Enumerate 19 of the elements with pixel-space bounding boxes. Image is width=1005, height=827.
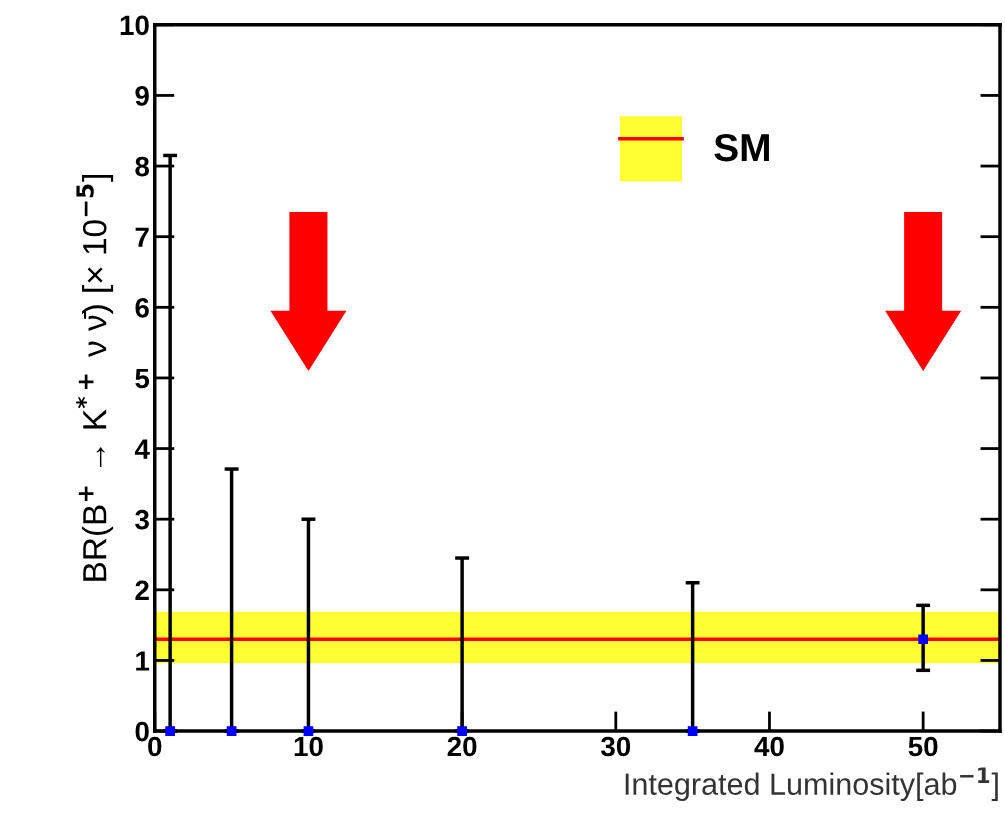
y-axis-title: BR(B$^{+}$ → K$^{*+}$ ν ν̄) [× 10$^{−5}$] bbox=[76, 175, 114, 581]
y-tick-label: 5 bbox=[135, 368, 150, 389]
y-tick-label: 8 bbox=[135, 156, 150, 177]
y-tick-label: 9 bbox=[135, 86, 149, 106]
y-tick-label: 10 bbox=[120, 15, 149, 36]
x-axis-title: Integrated Luminosity[ab$^{−1}$] bbox=[625, 767, 998, 802]
y-tick-label: 1 bbox=[136, 651, 150, 671]
x-tick-label: 20 bbox=[447, 736, 477, 757]
y-tick-label: 3 bbox=[135, 509, 149, 530]
legend-label: SM bbox=[714, 133, 769, 162]
x-tick-label: 30 bbox=[600, 736, 631, 757]
y-tick-label: 7 bbox=[135, 227, 149, 247]
x-tick-label: 40 bbox=[754, 736, 784, 757]
y-tick-label: 6 bbox=[135, 297, 149, 318]
y-tick-label: 0 bbox=[135, 721, 149, 742]
x-tick-label: 50 bbox=[908, 736, 938, 757]
y-tick-label: 2 bbox=[135, 580, 149, 600]
x-tick-label: 10 bbox=[294, 736, 323, 757]
y-tick-label: 4 bbox=[134, 439, 150, 459]
